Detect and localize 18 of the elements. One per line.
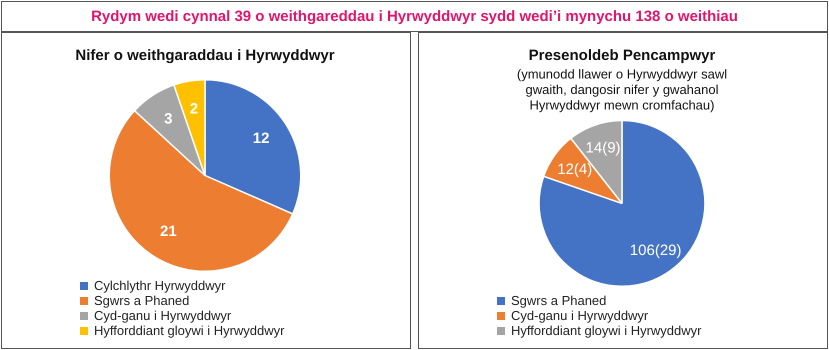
data-label: 12 (252, 130, 270, 147)
legend-label: Cyd-ganu i Hyrwyddwyr (94, 308, 232, 323)
data-label: 21 (160, 222, 177, 240)
data-label: 14(9) (586, 140, 621, 157)
chart-title: Presenoldeb Pencampwyr (528, 47, 716, 64)
data-label: 12(4) (557, 160, 592, 178)
legend-label: Hyfforddiant gloywi i Hyrwyddwyr (94, 323, 284, 338)
chart-subtitle: (ymunodd llawer o Hyrwyddwyr sawl gwaith, dangosir nifer y gwahanol Hyrwyddwyr mewn cromfachau) (516, 66, 728, 113)
legend-label: Hyfforddiant gloywi i Hyrwyddwyr (511, 323, 702, 338)
data-label: 3 (164, 110, 173, 128)
legend-label: Sgwrs a Phaned (511, 293, 606, 308)
chart-title: Nifer o weithgaraddau i Hyrwyddwyr (75, 47, 335, 64)
data-label: 2 (190, 100, 198, 118)
legend-label: Cyd-ganu i Hyrwyddwyr (511, 308, 648, 323)
legend-label: Sgwrs a Phaned (94, 293, 190, 308)
legend-label: Cylchlythr Hyrwyddwyr (94, 278, 226, 293)
data-label: 106(29) (630, 242, 682, 259)
text: Rydym wedi cynnal 39 o weithgareddau i Hyrwyddwyr sydd wedi’i mynychu 138 o weithiau (91, 8, 738, 25)
